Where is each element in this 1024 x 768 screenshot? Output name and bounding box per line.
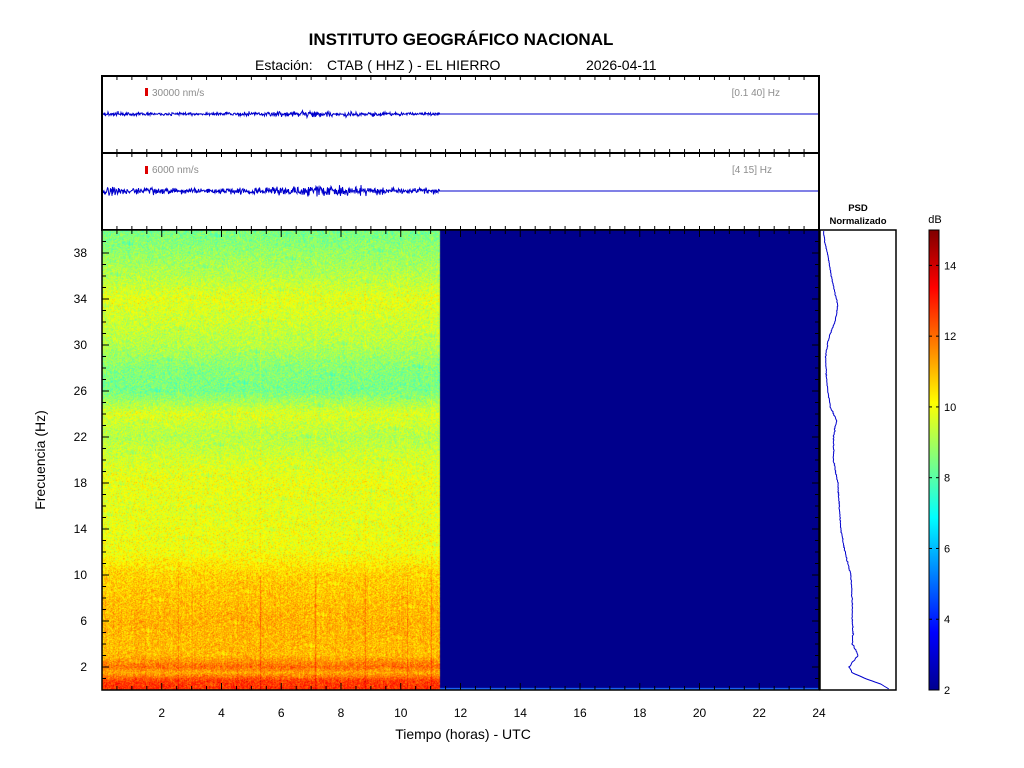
y-tick-label: 30 xyxy=(74,338,88,352)
colorbar-tick-label: 12 xyxy=(944,331,956,343)
seismogram-filtered-filter: [4 15] Hz xyxy=(732,165,772,176)
psd-title: PSD xyxy=(848,203,868,214)
x-tick-label: 10 xyxy=(394,706,408,720)
seismogram-broadband-trace xyxy=(101,108,819,120)
y-tick-label: 38 xyxy=(74,246,88,260)
x-tick-label: 4 xyxy=(218,706,225,720)
y-tick-label: 26 xyxy=(74,384,88,398)
spectrogram-panel: 2 4 6 8 10 12 14 16 18 20 22 24 261014182226303438 … xyxy=(32,229,826,742)
y-axis-label: Frecuencia (Hz) xyxy=(32,410,48,510)
colorbar-ticks: 2 4 6 8 10 12 14 xyxy=(929,260,956,697)
seismogram-filtered-amplitude: 6000 nm/s xyxy=(152,165,199,176)
x-tick-label: 18 xyxy=(633,706,647,720)
colorbar-gradient xyxy=(928,229,940,691)
x-tick-label: 20 xyxy=(693,706,707,720)
station-prefix: Estación: xyxy=(255,57,313,73)
station-name: CTAB ( HHZ ) - EL HIERRO xyxy=(327,57,501,73)
amplitude-scale-marker xyxy=(145,166,148,174)
x-tick-label: 8 xyxy=(338,706,345,720)
colorbar-tick-label: 10 xyxy=(944,402,956,414)
page-title: INSTITUTO GEOGRÁFICO NACIONAL xyxy=(309,30,614,49)
seismogram-filtered-panel: 6000 nm/s [4 15] Hz xyxy=(101,152,820,231)
seismogram-filtered-trace xyxy=(101,184,819,197)
psd-panel: PSD Normalizado xyxy=(819,203,897,691)
y-tick-label: 6 xyxy=(80,614,87,628)
colorbar-unit: dB xyxy=(928,214,941,226)
y-tick-label: 18 xyxy=(74,476,88,490)
x-tick-label: 24 xyxy=(812,706,826,720)
x-tick-label: 2 xyxy=(158,706,165,720)
spectrogram-image xyxy=(102,230,819,690)
spectrogram-x-tick-labels: 2 4 6 8 10 12 14 16 18 20 22 24 xyxy=(158,706,826,720)
x-tick-label: 22 xyxy=(753,706,767,720)
x-tick-label: 14 xyxy=(514,706,528,720)
x-tick-label: 16 xyxy=(573,706,587,720)
colorbar-tick-label: 4 xyxy=(944,614,950,626)
y-tick-label: 2 xyxy=(80,660,87,674)
x-axis-label: Tiempo (horas) - UTC xyxy=(395,726,531,742)
seismogram-broadband-amplitude: 30000 nm/s xyxy=(152,88,204,99)
y-tick-label: 22 xyxy=(74,430,88,444)
colorbar-tick-label: 14 xyxy=(944,260,956,272)
psd-curve xyxy=(823,231,890,690)
x-tick-label: 12 xyxy=(454,706,468,720)
x-tick-label: 6 xyxy=(278,706,285,720)
y-tick-label: 14 xyxy=(74,522,88,536)
colorbar: dB 2 4 6 8 10 12 14 xyxy=(928,214,956,697)
seismogram-broadband-filter: [0.1 40] Hz xyxy=(732,88,780,99)
amplitude-scale-marker xyxy=(145,88,148,96)
seismogram-broadband-panel: 30000 nm/s [0.1 40] Hz xyxy=(101,75,820,154)
date-label: 2026-04-11 xyxy=(586,57,657,73)
colorbar-tick-label: 8 xyxy=(944,473,950,485)
colorbar-tick-label: 6 xyxy=(944,543,950,555)
y-tick-label: 34 xyxy=(74,292,88,306)
psd-subtitle: Normalizado xyxy=(829,216,886,227)
colorbar-tick-label: 2 xyxy=(944,685,950,697)
y-tick-label: 10 xyxy=(74,568,88,582)
